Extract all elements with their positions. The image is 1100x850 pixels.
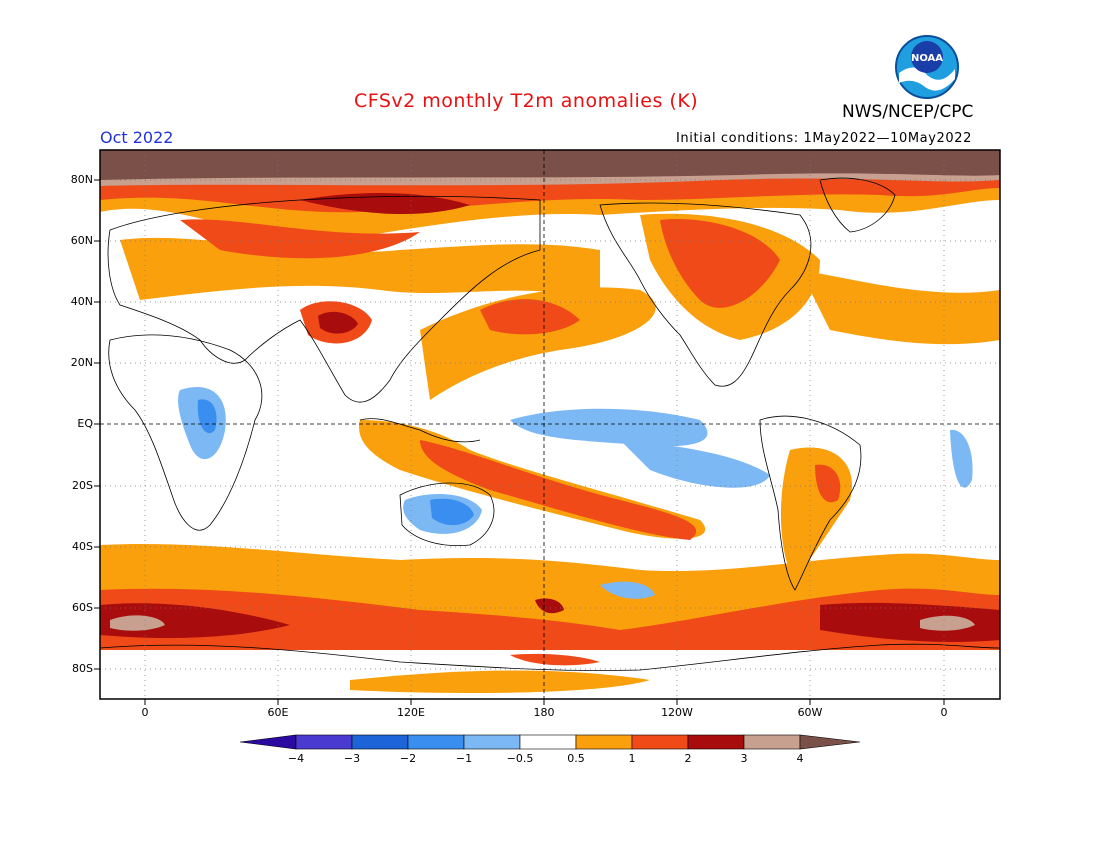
africa-cool-core	[197, 399, 217, 434]
east-pacific-cool	[620, 440, 770, 488]
colorbar-label: −4	[287, 752, 305, 765]
colorbar-label: −1	[455, 752, 473, 765]
lat-label-40n: 40N	[70, 295, 93, 308]
graticule	[100, 150, 1000, 699]
colorbar-label: 2	[684, 752, 692, 765]
southern-ocean-3-4-west	[110, 615, 165, 631]
colorbar	[239, 734, 861, 750]
tick-marks	[94, 179, 945, 705]
lat-label-80n: 80N	[70, 173, 93, 186]
lon-label-60w: 60W	[797, 706, 823, 719]
agency-label: NWS/NCEP/CPC	[842, 102, 974, 122]
atlantic-warm	[800, 270, 1000, 345]
colorbar-segment-3-4	[743, 734, 801, 750]
colorbar-label: 1	[628, 752, 636, 765]
lat-label-40s: 40S	[72, 540, 93, 553]
forecast-period: Oct 2022	[100, 128, 174, 147]
coast-africa	[108, 334, 263, 531]
tibet-hotspot-core	[318, 311, 358, 334]
colorbar-segment-2-3	[687, 734, 745, 750]
coast-indonesia	[359, 418, 481, 443]
australia-cool-core	[430, 498, 474, 526]
colorbar-segment-m2-m1	[407, 734, 465, 750]
colorbar-label: 4	[796, 752, 804, 765]
southern-ocean-3-4-east	[920, 615, 975, 631]
colorbar-segment-m05-05	[519, 734, 577, 750]
arctic-band-4plus	[100, 150, 1000, 180]
southern-ocean-warm-1-2	[100, 588, 1000, 650]
lat-label-20n: 20N	[70, 356, 93, 369]
southern-ocean-warm-2-3-east	[820, 602, 1000, 642]
colorbar-segment-gt-4	[799, 734, 861, 750]
colorbar-segment-1-2	[631, 734, 689, 750]
coast-north-america	[599, 202, 812, 387]
antarctica-warm-1-2	[510, 653, 600, 666]
coast-greenland	[819, 177, 896, 233]
lon-label-0-east: 0	[940, 706, 948, 719]
lon-label-120w: 120W	[661, 706, 693, 719]
lat-label-60s: 60S	[72, 601, 93, 614]
south-america-warm-1-2	[815, 464, 841, 503]
colorbar-segment-m3-m2	[351, 734, 409, 750]
lon-label-60e: 60E	[267, 706, 289, 719]
south-pacific-cool	[600, 581, 655, 599]
arctic-band-2-3	[300, 193, 470, 215]
north-pacific-warm-1-2	[480, 299, 580, 335]
colorbar-segment-m4-m3	[295, 734, 353, 750]
north-pacific-warm	[420, 287, 656, 400]
lon-label-0-west: 0	[141, 706, 149, 719]
lat-label-eq: EQ	[77, 417, 93, 430]
lat-label-60n: 60N	[70, 234, 93, 247]
colorbar-segment-lt-4	[239, 734, 297, 750]
lat-label-20s: 20S	[72, 479, 93, 492]
coast-south-america	[759, 415, 862, 591]
coast-australia	[399, 482, 495, 546]
south-atlantic-cool	[950, 429, 973, 488]
colorbar-label: 0.5	[567, 752, 585, 765]
spcz-warm-1-2	[420, 440, 697, 540]
initial-conditions: Initial conditions: 1May2022—10May2022	[676, 131, 973, 146]
europe-warm-1-2	[180, 219, 420, 259]
colorbar-label: 3	[740, 752, 748, 765]
antarctica-warm	[350, 670, 650, 693]
coast-antarctica	[100, 643, 1000, 671]
ross-sea-hotspot	[535, 598, 564, 614]
page-title: CFSv2 monthly T2m anomalies (K)	[354, 90, 699, 112]
noaa-logo-text: NOAA	[911, 53, 943, 64]
colorbar-segment-05-1	[575, 734, 633, 750]
noaa-logo: NOAA	[895, 35, 959, 99]
colorbar-label: −2	[399, 752, 417, 765]
lat-label-80s: 80S	[72, 662, 93, 675]
colorbar-label: −3	[343, 752, 361, 765]
lon-label-120e: 120E	[397, 706, 425, 719]
coastlines	[100, 177, 1000, 671]
eurasia-warm	[120, 237, 600, 300]
equatorial-pacific-cool	[510, 408, 708, 447]
colorbar-segment-m1-m05	[463, 734, 521, 750]
colorbar-label: −0.5	[506, 752, 534, 765]
lon-label-180: 180	[533, 706, 555, 719]
coast-europe-asia	[107, 195, 541, 403]
